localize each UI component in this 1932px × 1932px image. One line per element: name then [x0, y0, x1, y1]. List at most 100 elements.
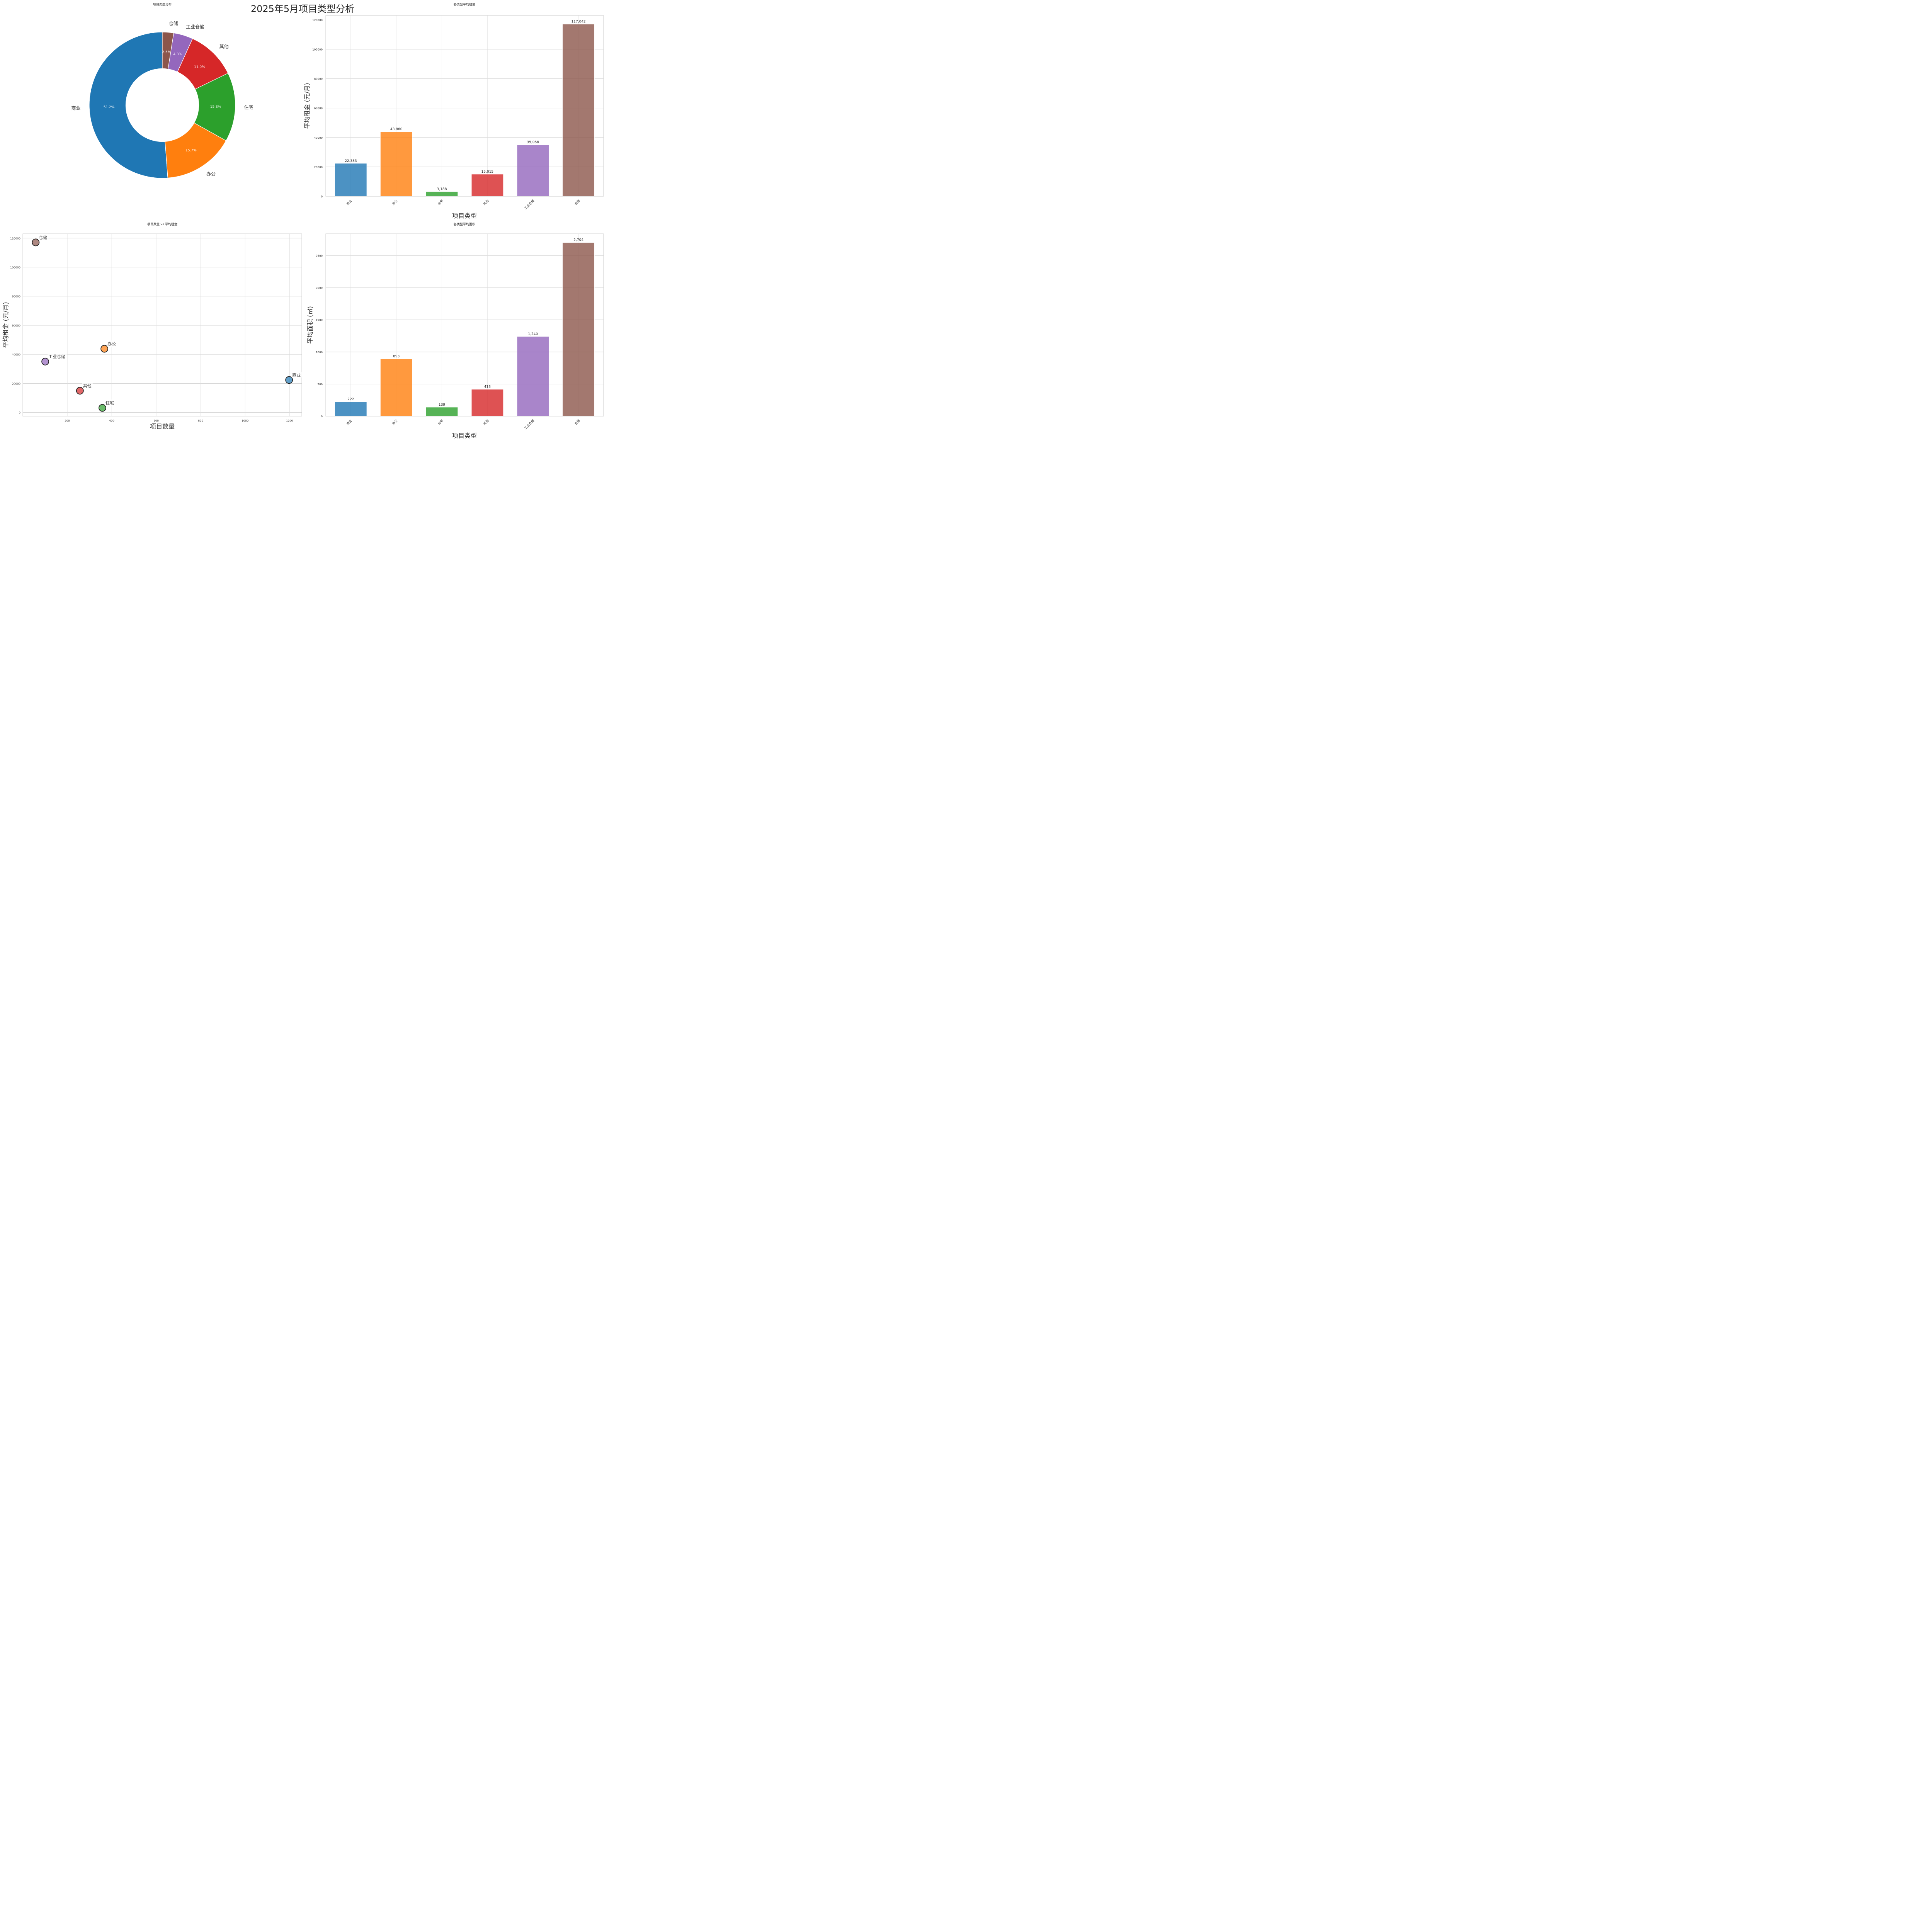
x-tick-label: 600 — [153, 419, 158, 422]
pie-category-label: 办公 — [206, 171, 216, 177]
area-chart-axes: 0 500 1000 1500 2000 2500 222 商业 893 办公 139 住宅 418 其他… — [316, 233, 604, 430]
y-tick-label: 120000 — [312, 19, 323, 22]
scatter-chart-y-axis-label: 平均租金 (元/月) — [2, 302, 9, 348]
scatter-chart-axes: 0 20000 40000 60000 80000 100000 120000 200 400 6… — [10, 233, 302, 422]
bar-value-label: 222 — [347, 398, 354, 401]
pie-category-label: 仓储 — [169, 20, 178, 26]
x-tick-label: 办公 — [391, 199, 398, 206]
y-tick-label: 60000 — [314, 107, 323, 110]
bar-value-label: 1,240 — [528, 332, 538, 336]
scatter-point — [76, 387, 84, 395]
y-tick-label: 100000 — [312, 48, 323, 51]
y-tick-label: 20000 — [12, 382, 20, 385]
y-tick-label: 2000 — [316, 287, 323, 290]
bar-value-label: 43,880 — [390, 128, 403, 131]
y-tick-label: 120000 — [10, 237, 20, 240]
pie-percent-label: 51.2% — [104, 105, 115, 109]
x-tick-label: 住宅 — [437, 199, 444, 206]
scatter-point — [32, 238, 40, 247]
scatter-point-label: 办公 — [107, 342, 116, 347]
pie-percent-label: 2.5% — [162, 50, 171, 54]
y-tick-label: 1500 — [316, 319, 323, 322]
bar-value-label: 418 — [484, 385, 491, 389]
bar-value-label: 2,704 — [573, 238, 583, 242]
bar — [562, 242, 595, 417]
x-tick-label: 商业 — [346, 418, 353, 425]
y-tick-label: 80000 — [314, 78, 323, 81]
bar — [425, 407, 458, 417]
y-tick-label: 0 — [19, 412, 20, 415]
scatter-label-box — [48, 353, 67, 360]
x-tick-label: 200 — [65, 419, 70, 422]
bar-value-label: 139 — [439, 403, 445, 407]
bar-value-label: 117,042 — [571, 20, 586, 24]
axes-frame — [325, 233, 604, 417]
bar — [335, 163, 367, 197]
axes-frame — [22, 233, 302, 417]
y-tick-label: 20000 — [314, 166, 323, 169]
x-tick-label: 住宅 — [437, 418, 444, 425]
y-tick-label: 80000 — [12, 295, 20, 298]
bar — [517, 336, 549, 417]
scatter-label-box — [82, 382, 93, 389]
scatter-point — [100, 345, 109, 353]
pie-slice — [165, 122, 226, 179]
bar-value-label: 3,188 — [437, 187, 447, 191]
scatter-label-box — [38, 234, 49, 241]
y-tick-label: 40000 — [314, 136, 323, 139]
y-tick-label: 60000 — [12, 324, 20, 327]
bar — [562, 24, 595, 197]
pie-category-label: 工业仓储 — [186, 24, 204, 29]
pie-category-label: 商业 — [71, 105, 80, 111]
area-chart-y-axis-label: 平均面积 (㎡) — [306, 306, 314, 344]
x-tick-label: 仓储 — [573, 199, 580, 206]
scatter-chart-x-axis-label: 项目数量 — [150, 423, 175, 430]
pie-labels: 商业 51.2% 办公 15.7% 住宅 15.3% 其他 11.0% 工业仓储 4.3% 仓储 2.… — [71, 20, 253, 177]
bar-value-label: 15,015 — [481, 170, 494, 174]
scatter-point — [99, 404, 106, 412]
bar-value-label: 22,383 — [345, 159, 357, 163]
bar-chart-average-area: 各类型平均面积 0 500 1000 1500 2000 2500 222 商业 893 办公 13… — [306, 222, 604, 439]
bar-value-label: 893 — [393, 355, 400, 359]
scatter-point — [41, 357, 49, 366]
y-tick-label: 0 — [321, 195, 323, 198]
y-tick-label: 40000 — [12, 353, 20, 356]
pie-percent-label: 4.3% — [173, 53, 182, 56]
scatter-label-box — [104, 399, 115, 406]
y-tick-label: 2500 — [316, 255, 323, 258]
scatter-point-label: 仓储 — [39, 235, 47, 240]
bar-value-label: 35,058 — [527, 141, 539, 145]
y-tick-label: 100000 — [10, 266, 20, 269]
x-tick-label: 商业 — [346, 199, 353, 206]
bar — [425, 191, 458, 197]
pie-category-label: 住宅 — [244, 104, 253, 110]
figure: 2025年5月项目类型分析 项目类型分布 商业 51.2% 办公 15.7% 住宅 15.… — [2, 2, 604, 439]
rent-chart-title: 各类型平均租金 — [454, 2, 475, 6]
x-tick-label: 1000 — [242, 419, 248, 422]
x-tick-label: 1200 — [286, 419, 293, 422]
bar — [335, 401, 367, 417]
y-tick-label: 1000 — [316, 351, 323, 354]
y-tick-label: 500 — [318, 383, 323, 386]
pie-percent-label: 15.3% — [210, 105, 221, 109]
rent-chart-axes: 0 20000 40000 60000 80000 100000 120000 22,383 商… — [312, 15, 604, 210]
x-tick-label: 办公 — [391, 418, 398, 425]
rent-chart-x-axis-label: 项目类型 — [452, 212, 477, 219]
pie-slices — [89, 32, 236, 179]
x-tick-label: 工业仓储 — [524, 199, 535, 210]
x-tick-label: 800 — [198, 419, 203, 422]
axes-frame — [325, 15, 604, 197]
bar — [471, 389, 504, 417]
rent-chart-y-axis-label: 平均租金 (元/月) — [303, 83, 311, 129]
pie-category-label: 其他 — [219, 44, 229, 49]
bar — [471, 174, 504, 197]
pie-slice — [89, 32, 168, 179]
bar — [517, 145, 549, 197]
x-tick-label: 其他 — [482, 199, 489, 206]
scatter-point-label: 住宅 — [105, 400, 114, 406]
y-tick-label: 0 — [321, 415, 323, 418]
scatter-point-label: 商业 — [292, 372, 301, 378]
x-tick-label: 400 — [109, 419, 114, 422]
pie-chart-title: 项目类型分布 — [153, 2, 172, 6]
figure-title: 2025年5月项目类型分析 — [251, 3, 354, 14]
